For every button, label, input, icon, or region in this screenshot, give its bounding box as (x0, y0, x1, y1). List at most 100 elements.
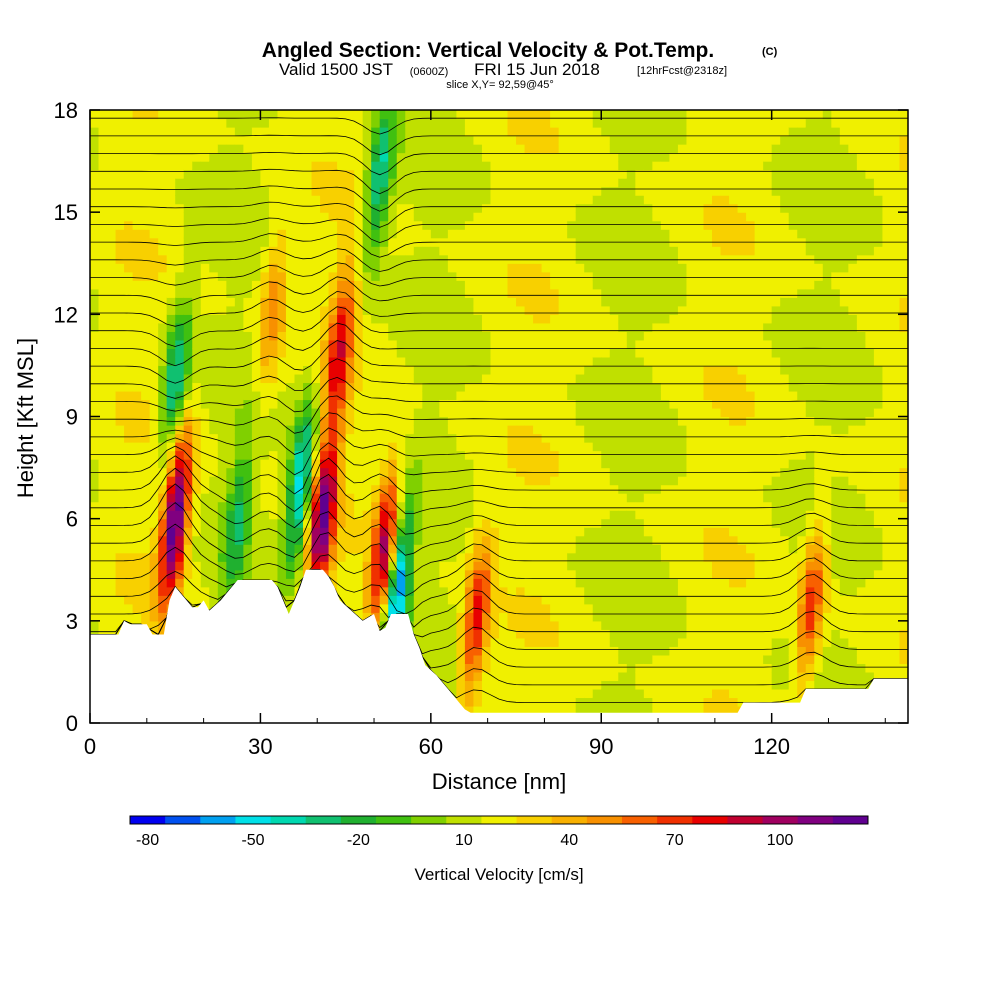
velocity-cell (132, 305, 142, 315)
velocity-cell (652, 552, 662, 562)
velocity-cell (643, 688, 653, 699)
velocity-cell (277, 484, 287, 494)
velocity-cell (550, 535, 560, 545)
velocity-cell (362, 169, 372, 179)
velocity-cell (601, 705, 611, 716)
velocity-cell (575, 527, 585, 537)
velocity-cell (507, 569, 517, 579)
velocity-cell (234, 425, 244, 435)
velocity-cell (618, 493, 628, 503)
velocity-cell (533, 178, 543, 188)
velocity-cell (132, 203, 142, 213)
velocity-cell (388, 254, 398, 264)
velocity-cell (550, 118, 560, 128)
velocity-cell (115, 433, 125, 443)
velocity-cell (234, 510, 244, 520)
velocity-cell (643, 459, 653, 469)
velocity-cell (132, 263, 142, 273)
velocity-cell (388, 407, 398, 418)
velocity-cell (609, 535, 619, 545)
velocity-cell (303, 356, 313, 367)
velocity-cell (499, 646, 509, 656)
velocity-cell (660, 527, 671, 537)
velocity-cell (652, 305, 662, 315)
velocity-cell (507, 195, 517, 205)
velocity-cell (499, 280, 509, 290)
velocity-cell (439, 314, 449, 324)
velocity-cell (251, 459, 262, 469)
velocity-cell (447, 305, 457, 315)
velocity-cell (209, 348, 219, 358)
velocity-cell (192, 144, 202, 154)
velocity-cell (379, 127, 389, 137)
velocity-cell (328, 544, 338, 554)
velocity-cell (609, 595, 619, 605)
velocity-cell (268, 510, 279, 520)
velocity-cell (345, 373, 355, 384)
velocity-cell (260, 212, 270, 222)
velocity-cell (166, 169, 176, 179)
velocity-cell (567, 297, 577, 307)
velocity-cell (592, 127, 602, 137)
velocity-cell (541, 697, 551, 707)
velocity-cell (90, 356, 100, 367)
velocity-cell (499, 663, 509, 673)
velocity-cell (481, 416, 492, 426)
velocity-cell (320, 442, 330, 452)
velocity-cell (430, 331, 440, 341)
velocity-cell (183, 152, 193, 162)
velocity-cell (285, 288, 296, 298)
velocity-cell (499, 561, 509, 571)
velocity-cell (592, 135, 602, 145)
velocity-cell (234, 407, 244, 418)
velocity-cell (422, 407, 432, 418)
velocity-cell (439, 161, 449, 171)
velocity-cell (618, 569, 628, 579)
velocity-cell (473, 203, 483, 213)
velocity-cell (396, 246, 406, 256)
velocity-cell (669, 459, 679, 469)
velocity-cell (567, 493, 577, 503)
velocity-cell (396, 459, 406, 469)
velocity-cell (618, 697, 628, 707)
velocity-cell (98, 603, 108, 613)
velocity-cell (660, 229, 671, 239)
velocity-cell (141, 263, 151, 273)
velocity-cell (669, 671, 679, 682)
velocity-cell (379, 459, 389, 469)
velocity-cell (592, 595, 602, 605)
velocity-cell (447, 680, 457, 690)
velocity-cell (601, 178, 611, 188)
velocity-cell (652, 254, 662, 264)
velocity-cell (490, 425, 500, 435)
velocity-cell (447, 450, 457, 460)
velocity-cell (601, 688, 611, 699)
velocity-cell (294, 399, 304, 409)
velocity-cell (251, 339, 262, 349)
velocity-cell (175, 110, 185, 120)
velocity-cell (481, 484, 492, 494)
velocity-cell (277, 569, 287, 579)
velocity-cell (379, 425, 389, 435)
velocity-cell (277, 442, 287, 452)
velocity-cell (567, 425, 577, 435)
velocity-cell (158, 263, 168, 273)
velocity-cell (217, 254, 227, 264)
velocity-cell (490, 569, 500, 579)
velocity-cell (209, 527, 219, 537)
velocity-cell (524, 425, 534, 435)
velocity-cell (234, 246, 244, 256)
velocity-cell (345, 212, 355, 222)
velocity-cell (166, 271, 176, 281)
velocity-cell (499, 407, 509, 418)
velocity-cell (567, 220, 577, 230)
velocity-cell (439, 646, 449, 656)
velocity-cell (345, 407, 355, 418)
velocity-cell (439, 501, 449, 511)
velocity-cell (439, 399, 449, 409)
velocity-cell (516, 629, 526, 639)
velocity-cell (345, 356, 355, 367)
velocity-cell (601, 637, 611, 647)
velocity-cell (98, 501, 108, 511)
velocity-cell (124, 305, 134, 315)
